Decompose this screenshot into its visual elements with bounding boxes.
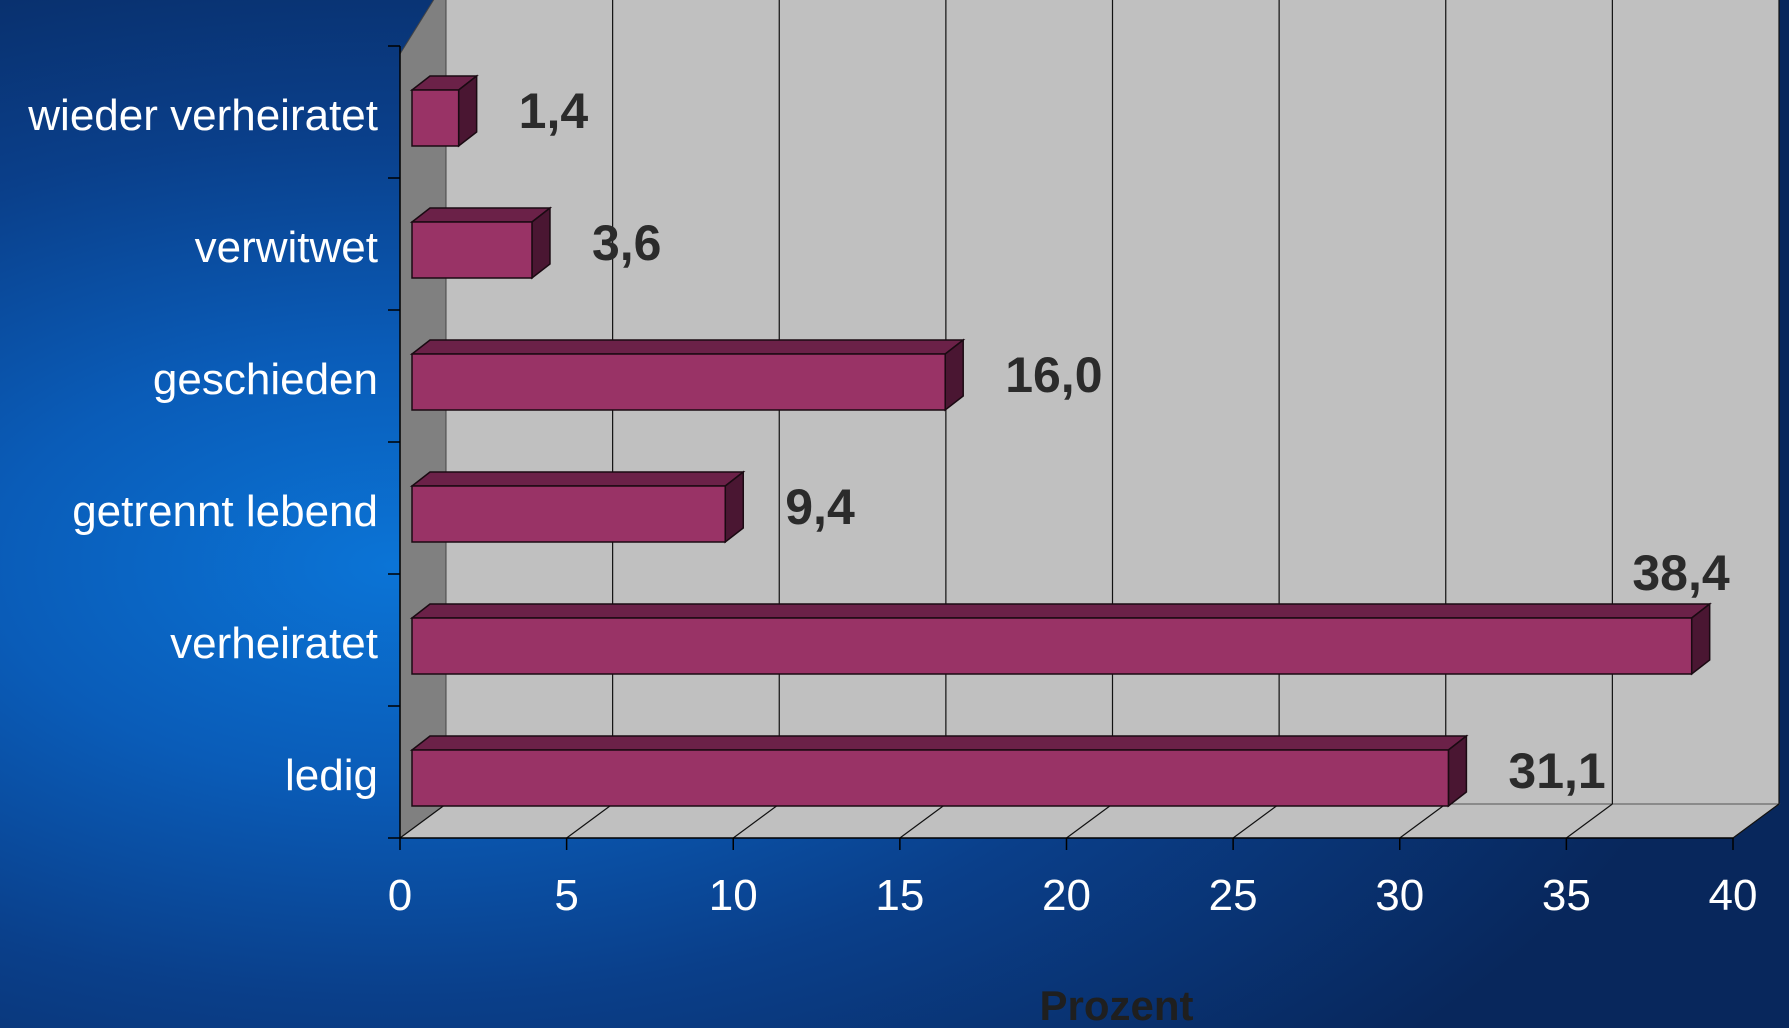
labels: wieder verheiratet 1,4 verwitwet 3,6 geschie… (27, 83, 1730, 800)
bar-verwitwet (409, 206, 553, 280)
category-label: verheiratet (170, 619, 378, 668)
floor-gridline (1066, 803, 1113, 839)
bar-geschieden (409, 338, 966, 412)
bar-getrennt-lebend (409, 470, 746, 544)
x-tick-label: 25 (1209, 871, 1258, 920)
axes: 0 5 10 15 20 25 30 35 40 (388, 45, 1758, 920)
floor-gridline (1566, 803, 1613, 839)
data-label: 16,0 (1005, 347, 1102, 403)
data-label: 1,4 (519, 83, 589, 139)
data-label: 31,1 (1508, 743, 1605, 799)
bar-front-face (411, 353, 946, 411)
bars (409, 74, 1712, 808)
bar-front-face (411, 89, 460, 147)
bar-front-face (411, 617, 1693, 675)
floor-gridline (1232, 803, 1280, 839)
x-tick-label: 15 (875, 871, 924, 920)
bar-top-face (409, 339, 966, 355)
bar-top-face (409, 471, 746, 487)
category-label: verwitwet (195, 223, 378, 272)
floor-gridline (1399, 803, 1447, 839)
bar-top-face (409, 207, 553, 223)
floor-gridline (399, 803, 447, 839)
data-label: 38,4 (1632, 545, 1730, 601)
bar-top-face (409, 735, 1469, 751)
x-tick-label: 10 (709, 871, 758, 920)
bar-front-face (411, 221, 533, 279)
x-tick-label: 30 (1375, 871, 1424, 920)
bar-wieder-verheiratet (409, 74, 479, 148)
x-tick-label: 5 (554, 871, 578, 920)
floor-gridline (899, 803, 947, 839)
x-tick-label: 0 (388, 871, 412, 920)
floor-gridline (732, 803, 780, 839)
floor-gridline (1732, 803, 1780, 839)
bar-front-face (411, 749, 1450, 807)
category-label: geschieden (153, 355, 378, 404)
bar-ledig (409, 734, 1469, 808)
x-tick-label: 40 (1709, 871, 1758, 920)
bar-front-face (411, 485, 727, 543)
category-label: wieder verheiratet (27, 91, 378, 140)
x-axis-title: Prozent (1039, 982, 1193, 1028)
data-label: 3,6 (592, 215, 662, 271)
category-label: ledig (285, 751, 378, 800)
floor-gridline (566, 803, 613, 839)
category-label: getrennt lebend (72, 487, 378, 536)
bar-verheiratet (409, 602, 1712, 676)
data-label: 9,4 (785, 479, 855, 535)
bar-top-face (409, 603, 1712, 619)
x-tick-label: 20 (1042, 871, 1091, 920)
x-tick-label: 35 (1542, 871, 1591, 920)
